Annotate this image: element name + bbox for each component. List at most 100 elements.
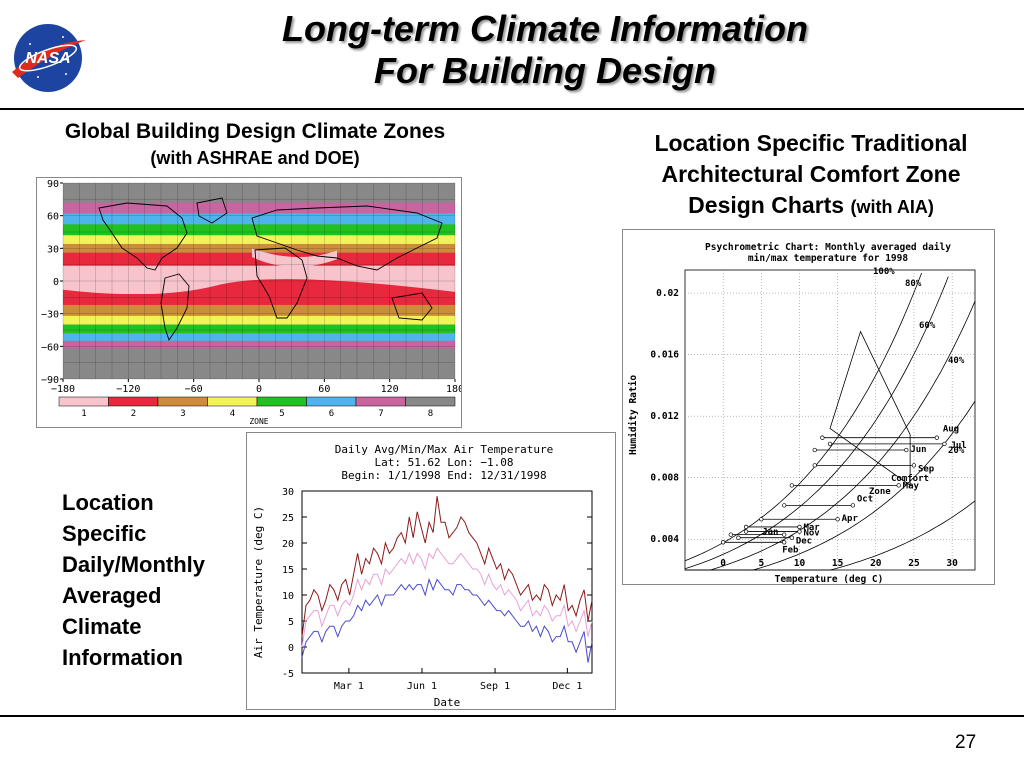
psy-month-label: Oct (857, 494, 873, 504)
legend-swatch (108, 396, 159, 407)
psy-month-label: Nov (803, 529, 820, 539)
right-heading-suffix: (with AIA) (850, 197, 934, 217)
comfort-zone-label-2: Zone (869, 487, 891, 497)
map-y-tick-label: 0 (53, 277, 59, 288)
legend-swatch (256, 396, 307, 407)
psy-month-label: Jun (910, 445, 926, 455)
map-x-tick-label: −120 (116, 384, 140, 395)
bottom-divider (0, 715, 1024, 717)
legend-swatch (207, 396, 258, 407)
psy-title-line-2: min/max temperature for 1998 (748, 253, 908, 264)
ts-y-tick-label: 0 (288, 643, 294, 654)
legend-label: 8 (428, 409, 433, 419)
ts-x-tick-label: Jun 1 (407, 681, 437, 692)
ts-series-avg-line (301, 547, 593, 648)
ts-title-line-1: Daily Avg/Min/Max Air Temperature (335, 443, 554, 456)
psy-x-tick-label: 5 (758, 558, 764, 569)
legend-swatch (58, 396, 109, 407)
psy-month-max-point (782, 540, 787, 545)
ts-x-tick-label: Sep 1 (480, 681, 510, 692)
psy-x-tick-label: 15 (832, 558, 844, 569)
psy-month-label: Jul (950, 441, 966, 451)
psy-month-max-point (942, 441, 947, 446)
ts-y-tick-label: 5 (288, 617, 294, 628)
psy-month-min-point (812, 447, 817, 453)
middle-description: Location Specific Daily/Monthly Averaged… (62, 487, 242, 673)
map-y-tick-label: −60 (41, 342, 59, 353)
ts-y-tick-label: 15 (282, 565, 294, 576)
psy-x-axis-label: Temperature (deg C) (775, 574, 884, 584)
continent-outlines (98, 197, 443, 342)
psy-x-tick-label: 0 (720, 558, 726, 569)
psy-month-label: Mar (803, 523, 820, 533)
ts-title-line-2: Lat: 51.62 Lon: −1.08 (374, 456, 513, 469)
psy-month-max-point (789, 535, 794, 540)
map-x-tick-label: 120 (381, 384, 399, 395)
logo-text: NASA (25, 50, 70, 67)
middle-line: Specific (62, 521, 147, 546)
psy-x-tick-label: 30 (946, 558, 958, 569)
comfort-zone-outline (829, 330, 911, 487)
psy-y-tick-label: 0.016 (650, 350, 679, 361)
legend-label: 4 (230, 409, 235, 419)
psy-month-min-point (759, 517, 764, 522)
temperature-timeseries-chart: Daily Avg/Min/Max Air Temperature Lat: 5… (252, 443, 593, 709)
psy-month-max-point (850, 503, 856, 508)
psy-month-max-point (934, 435, 939, 440)
psy-x-tick-label: 10 (794, 558, 806, 569)
ts-y-tick-label: -5 (282, 669, 294, 680)
left-section-heading: Global Building Design Climate Zones (wi… (20, 120, 490, 169)
psy-month-label: Aug (943, 425, 959, 435)
psychrometric-chart: Psychrometric Chart: Monthly averaged da… (628, 242, 976, 585)
right-heading-line-3: Design Charts (688, 192, 845, 218)
psy-month-min-point (789, 483, 794, 488)
middle-line: Averaged (62, 583, 162, 608)
psy-rh-curve (684, 276, 949, 570)
psy-y-tick-label: 0.02 (656, 288, 679, 299)
right-heading-line-2: Architectural Comfort Zone (661, 161, 961, 187)
psy-month-label: Feb (782, 545, 799, 555)
psy-rh-label: 80% (905, 279, 922, 289)
nasa-logo: NASA (8, 22, 88, 94)
ts-plot-frame (301, 490, 593, 674)
ts-x-tick-label: Dec 1 (552, 681, 582, 692)
left-heading-text: Global Building Design Climate Zones (64, 120, 446, 143)
middle-line: Information (62, 645, 183, 670)
psy-x-tick-label: 20 (870, 558, 882, 569)
legend-label: 6 (329, 409, 334, 419)
temperature-timeseries-figure: Daily Avg/Min/Max Air Temperature Lat: 5… (246, 432, 616, 710)
ts-y-tick-label: 10 (282, 591, 294, 602)
map-x-tick-label: 60 (318, 384, 330, 395)
middle-line: Daily/Monthly (62, 552, 206, 577)
map-y-tick-label: 30 (47, 244, 59, 255)
psy-rh-label: 60% (919, 321, 936, 331)
map-y-tick-label: −30 (41, 310, 59, 321)
psy-rh-label: 100% (873, 267, 895, 277)
map-x-tick-label: 0 (256, 384, 262, 395)
map-y-tick-label: 60 (47, 212, 59, 223)
psy-x-tick-label: 25 (908, 558, 920, 569)
psy-month-label: Jan (762, 528, 778, 538)
map-y-tick-label: −90 (41, 375, 59, 386)
psy-month-min-point (782, 503, 787, 508)
psy-month-max-point (835, 517, 840, 522)
psy-rh-curve (684, 272, 922, 562)
map-x-tick-label: −180 (51, 384, 75, 395)
psy-month-label: May (903, 481, 920, 491)
legend-label: 1 (81, 409, 86, 419)
psy-month-label: Dec (796, 537, 812, 547)
map-y-tick-label: 90 (47, 179, 59, 190)
legend-swatch (306, 396, 357, 407)
slide-title: Long-term Climate Information For Buildi… (150, 8, 940, 92)
right-heading-line-1: Location Specific Traditional (654, 130, 968, 156)
psy-month-label: Apr (842, 514, 859, 524)
comfort-zone-label-1: Comfort (891, 474, 929, 484)
legend-label: 5 (279, 409, 284, 419)
legend-label: 2 (131, 409, 136, 419)
ts-title-line-3: Begin: 1/1/1998 End: 12/31/1998 (341, 469, 546, 482)
psy-month-min-point (728, 532, 733, 537)
legend-title: ZONE (249, 417, 268, 426)
middle-line: Location (62, 490, 154, 515)
psy-month-min-point (743, 524, 749, 530)
psy-month-max-point (797, 524, 802, 530)
